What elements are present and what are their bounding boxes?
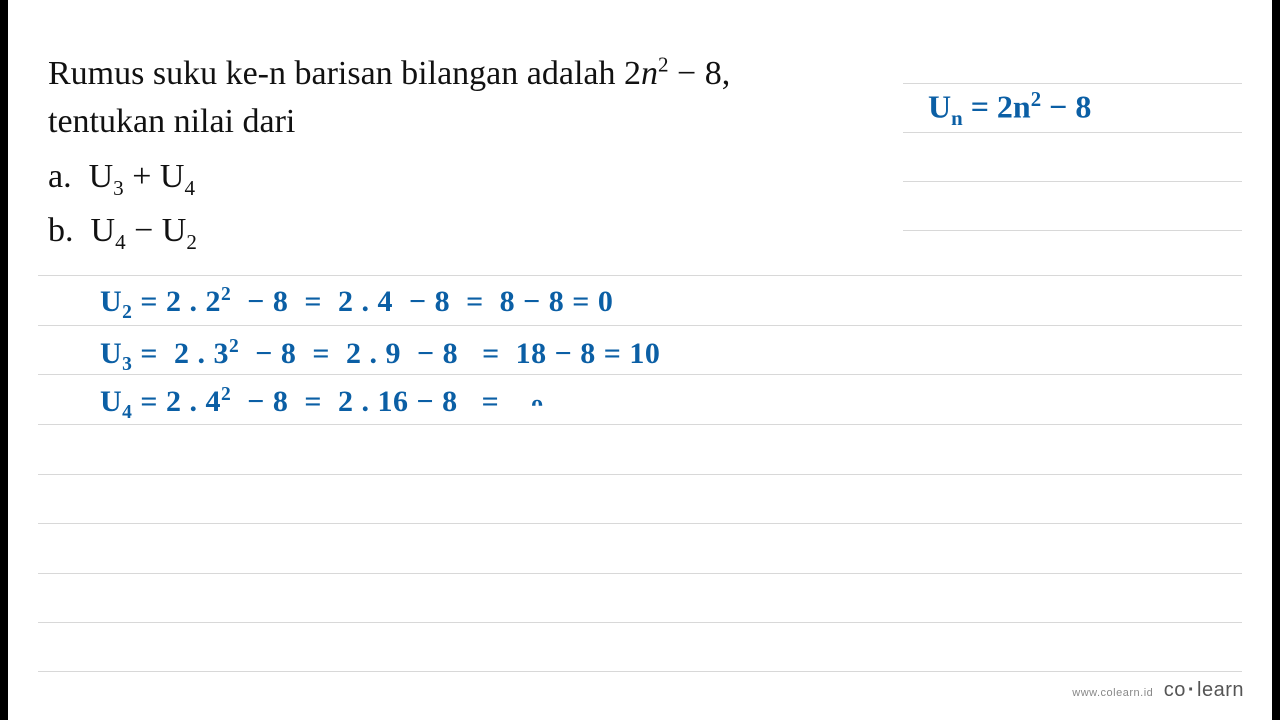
handwritten-formula: Un = 2n2 − 8 [928,88,1091,131]
option-b-label: b. [48,212,74,249]
option-a-label: a. [48,158,72,195]
footer: www.colearn.id co·learn [1072,679,1244,702]
handwritten-work-line-1: U2 = 2 . 22 − 8 = 2 . 4 − 8 = 8 − 8 = 0 [100,284,613,324]
problem-line-2: tentukan nilai dari [48,98,893,146]
handwritten-work-line-3: U4 = 2 . 42 − 8 = 2 . 16 − 8 = ᴖ [100,384,544,424]
option-b-expr: U4 − U2 [91,212,197,249]
option-a-expr: U3 + U4 [89,158,195,195]
problem-formula: 2n2 − 8, [624,55,730,92]
option-b: b. U4 − U2 [48,205,893,258]
footer-url: www.colearn.id [1072,687,1153,699]
footer-brand: co·learn [1164,679,1244,701]
handwritten-work-line-2: U3 = 2 . 32 − 8 = 2 . 9 − 8 = 18 − 8 = 1… [100,336,660,376]
option-a: a. U3 + U4 [48,151,893,204]
problem-text-pre: Rumus suku ke-n barisan bilangan adalah [48,55,624,92]
problem-options: a. U3 + U4 b. U4 − U2 [48,151,893,258]
problem-line-1: Rumus suku ke-n barisan bilangan adalah … [48,50,893,98]
problem-statement: Rumus suku ke-n barisan bilangan adalah … [48,50,893,258]
